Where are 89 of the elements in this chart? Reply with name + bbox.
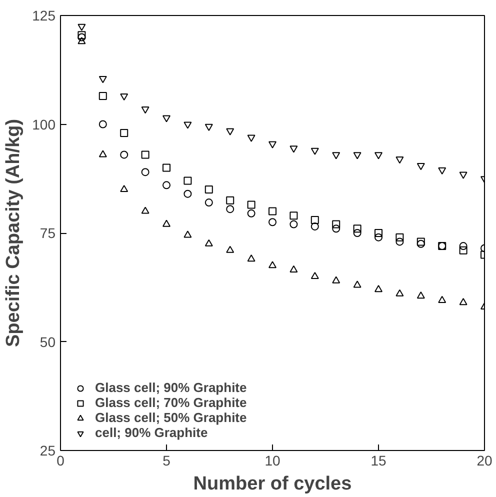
point	[247, 200, 256, 209]
point	[268, 207, 276, 216]
y-tick-label: 75	[40, 225, 56, 241]
point	[353, 224, 362, 233]
point	[141, 106, 150, 114]
point	[396, 238, 404, 246]
point	[226, 205, 234, 214]
point	[120, 93, 128, 101]
y-tick-label: 25	[40, 442, 56, 458]
point	[459, 246, 468, 254]
point	[416, 292, 425, 299]
point	[268, 141, 276, 148]
point	[332, 276, 340, 284]
legend-label: Glass cell; 50% Graphite	[95, 410, 247, 425]
point	[310, 272, 319, 280]
point	[162, 164, 170, 172]
point	[141, 206, 150, 214]
point	[353, 152, 362, 160]
point	[98, 92, 107, 100]
point	[310, 222, 319, 230]
point	[374, 285, 382, 292]
x-axis-title: Number of cycles	[193, 474, 352, 494]
point	[268, 218, 276, 226]
point	[396, 156, 404, 164]
point	[374, 229, 382, 237]
point	[162, 220, 170, 227]
point	[204, 124, 213, 131]
point	[184, 176, 192, 185]
x-tick-label: 20	[476, 452, 492, 468]
point	[459, 242, 468, 250]
point	[141, 150, 150, 159]
point	[78, 33, 86, 42]
point	[226, 128, 234, 136]
point	[416, 240, 425, 248]
point	[247, 134, 256, 142]
point	[204, 198, 213, 207]
point	[120, 128, 128, 137]
point	[226, 196, 234, 204]
point	[184, 122, 192, 129]
point	[310, 216, 319, 224]
point	[162, 181, 170, 190]
point	[141, 168, 150, 176]
point	[184, 230, 192, 238]
x-tick-label: 15	[370, 452, 386, 468]
point	[290, 212, 298, 220]
y-tick-label: 100	[32, 116, 56, 132]
point	[353, 280, 362, 288]
point	[290, 265, 298, 272]
point	[416, 163, 425, 170]
point	[98, 150, 107, 158]
point	[98, 120, 107, 128]
point	[184, 190, 192, 198]
point	[247, 209, 256, 218]
point	[374, 152, 382, 160]
point	[78, 31, 86, 40]
y-tick-label: 50	[40, 334, 56, 350]
point	[438, 167, 446, 174]
point	[459, 298, 468, 306]
point	[459, 172, 468, 179]
x-tick-label: 0	[56, 452, 65, 468]
point	[268, 261, 276, 268]
y-axis-title: Specific Capacity (Ah/kg)	[3, 118, 24, 348]
point	[353, 229, 362, 237]
point	[162, 115, 170, 122]
point	[78, 24, 86, 31]
point	[416, 238, 425, 246]
y-tick-label: 125	[32, 8, 56, 24]
point	[332, 220, 340, 228]
point	[247, 254, 256, 262]
point	[310, 148, 319, 155]
legend-label: Glass cell; 70% Graphite	[95, 395, 247, 410]
legend-label: Glass cell; 90% Graphite	[95, 380, 247, 395]
point	[374, 233, 382, 242]
x-tick-label: 5	[162, 452, 171, 468]
point	[438, 296, 446, 303]
point	[332, 152, 340, 160]
point	[396, 233, 404, 242]
point	[226, 246, 234, 253]
point	[332, 224, 340, 233]
point	[396, 289, 404, 296]
point	[204, 186, 213, 194]
x-tick-label: 10	[264, 452, 280, 468]
point	[98, 76, 107, 84]
point	[120, 184, 128, 192]
point	[290, 220, 298, 228]
point	[120, 150, 128, 159]
point	[290, 146, 298, 153]
legend-label: cell; 90% Graphite	[95, 425, 208, 440]
point	[204, 239, 213, 246]
